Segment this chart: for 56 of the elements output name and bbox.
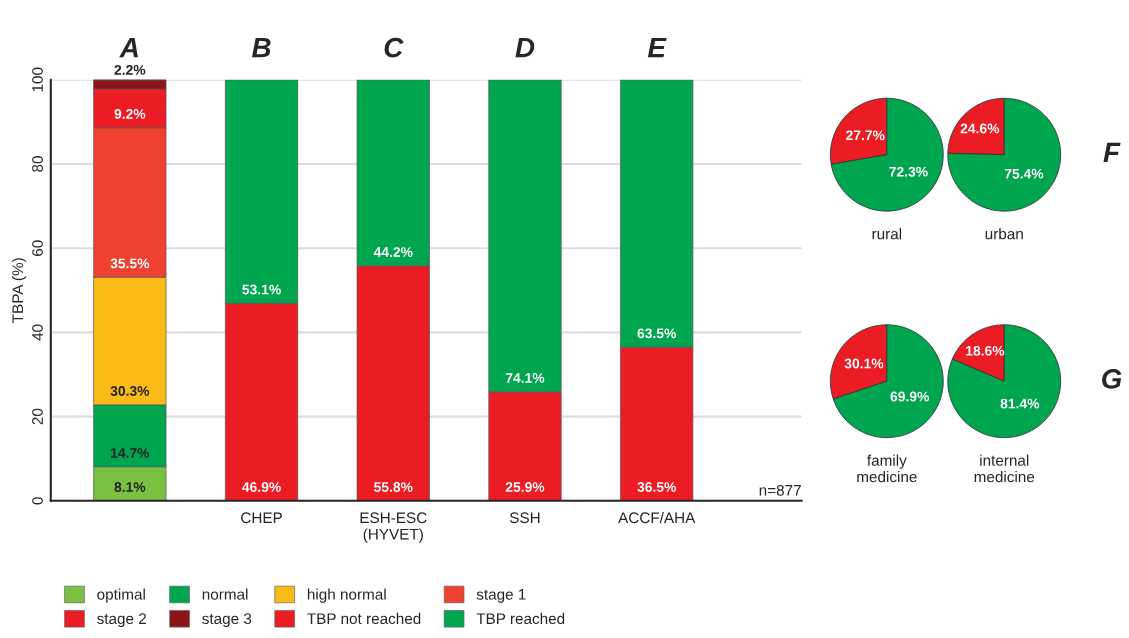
y-tick-label: 80 [32,156,43,172]
data-label: 9.2% [114,109,146,119]
text: rural [872,228,902,240]
pie-slice [947,324,1062,439]
y-axis-title: TBPA (%) [11,258,27,323]
legend-label: stage 1 [476,589,526,603]
legend-label: normal [202,588,248,600]
text: G [1102,368,1122,389]
text: B [252,38,271,58]
legend-label: TBP reached [476,612,565,625]
x-tick-label: ESH-ESC (HYVET) [360,512,427,543]
text: urban [985,228,1023,240]
y-tick-label: 0 [32,497,43,505]
x-tick-label: CHEP [241,512,282,524]
legend-label: stage 3 [202,613,252,628]
x-tick-label: SSH [509,512,540,524]
legend-label: stage 2 [97,613,146,628]
data-label: 72.3% [889,166,928,177]
data-label: 69.9% [890,391,930,402]
y-tick-label: 40 [32,324,43,341]
x-tick-label: ACCF/AHA [618,511,696,524]
text: internal medicine [974,454,1035,483]
data-label: 81.4% [1000,398,1040,409]
pie-slice [830,97,944,212]
text: family medicine [857,454,917,483]
legend-label: high normal [307,588,386,603]
data-label: 27.7% [846,130,885,141]
data-label: 74.1% [505,373,545,383]
data-label: 63.5% [637,328,677,339]
data-label: 55.8% [374,482,413,492]
text: F [1103,142,1121,162]
data-label: 35.5% [110,258,150,269]
pie-slice [947,97,1062,212]
data-label: 2.2% [114,65,146,75]
data-label: 46.9% [242,482,281,492]
text: C [384,37,404,58]
data-label: 53.1% [242,284,281,295]
data-label: 44.2% [373,247,413,257]
text: A [119,38,138,58]
pie-slice [832,324,944,439]
y-tick-label: 100 [32,67,43,92]
annotation: n=877 [759,484,801,496]
data-label: 8.1% [114,482,146,492]
legend-label: TBP not reached [307,612,421,625]
data-label: 25.9% [505,482,545,492]
data-label: 75.4% [1004,168,1044,179]
y-tick-label: 20 [32,408,43,425]
legend-label: optimal [97,588,145,603]
text: E [647,38,667,58]
data-label: 24.6% [960,123,1000,134]
text: D [515,38,535,58]
y-tick-label: 60 [32,240,43,256]
data-label: 14.7% [111,448,150,458]
data-label: 30.3% [110,386,150,396]
data-label: 30.1% [844,358,884,369]
data-label: 36.5% [637,482,677,492]
